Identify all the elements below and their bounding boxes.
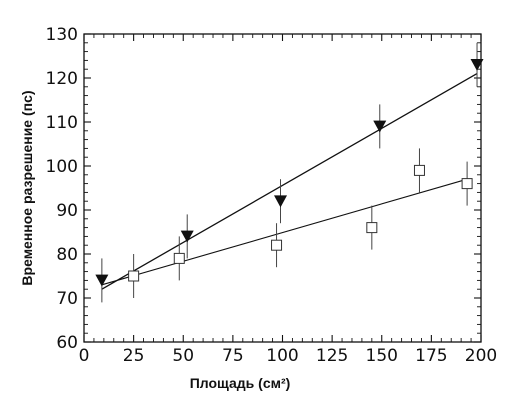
- data-point-triangle: [470, 58, 484, 71]
- x-tick-label: 200: [465, 346, 497, 366]
- plot-frame: [83, 33, 482, 343]
- fit-line-2: [101, 178, 468, 286]
- x-tick-label: 175: [415, 346, 447, 366]
- x-axis-title: Площадь (см²): [190, 375, 291, 391]
- data-point-square: [366, 222, 378, 234]
- data-point-triangle: [95, 274, 109, 287]
- data-point-triangle: [274, 195, 288, 208]
- x-tick-label: 75: [222, 346, 244, 366]
- tick-labels: 0 25 50 75 100 125 150 175 200 60 70 80 90 100 110 120 1…: [46, 25, 498, 366]
- y-tick-label: 90: [56, 201, 78, 221]
- data-point-square: [413, 164, 425, 176]
- y-tick-label: 120: [46, 69, 78, 89]
- x-tick-label: 150: [366, 346, 398, 366]
- x-tick-label: 0: [79, 346, 90, 366]
- data-point-square: [173, 252, 185, 264]
- data-point-triangle: [180, 230, 194, 243]
- x-tick-label: 50: [172, 346, 194, 366]
- axis-ticks: [83, 33, 482, 343]
- y-tick-label: 130: [46, 25, 78, 45]
- y-tick-label: 60: [56, 333, 78, 353]
- y-tick-label: 100: [46, 157, 78, 177]
- data-point-triangle: [373, 120, 387, 133]
- x-tick-label: 25: [123, 346, 145, 366]
- data-point-square: [461, 178, 473, 190]
- data-point-square: [128, 270, 140, 282]
- y-tick-label: 110: [46, 113, 78, 133]
- x-tick-label: 100: [266, 346, 298, 366]
- data-markers: [95, 58, 484, 287]
- fit-line-1: [101, 73, 478, 290]
- y-axis-title: Временное разрешение (пс): [19, 90, 35, 285]
- x-tick-label: 125: [316, 346, 348, 366]
- fit-lines: [101, 73, 478, 290]
- data-point-square: [271, 239, 283, 251]
- y-tick-label: 70: [56, 289, 78, 309]
- y-tick-label: 80: [56, 245, 78, 265]
